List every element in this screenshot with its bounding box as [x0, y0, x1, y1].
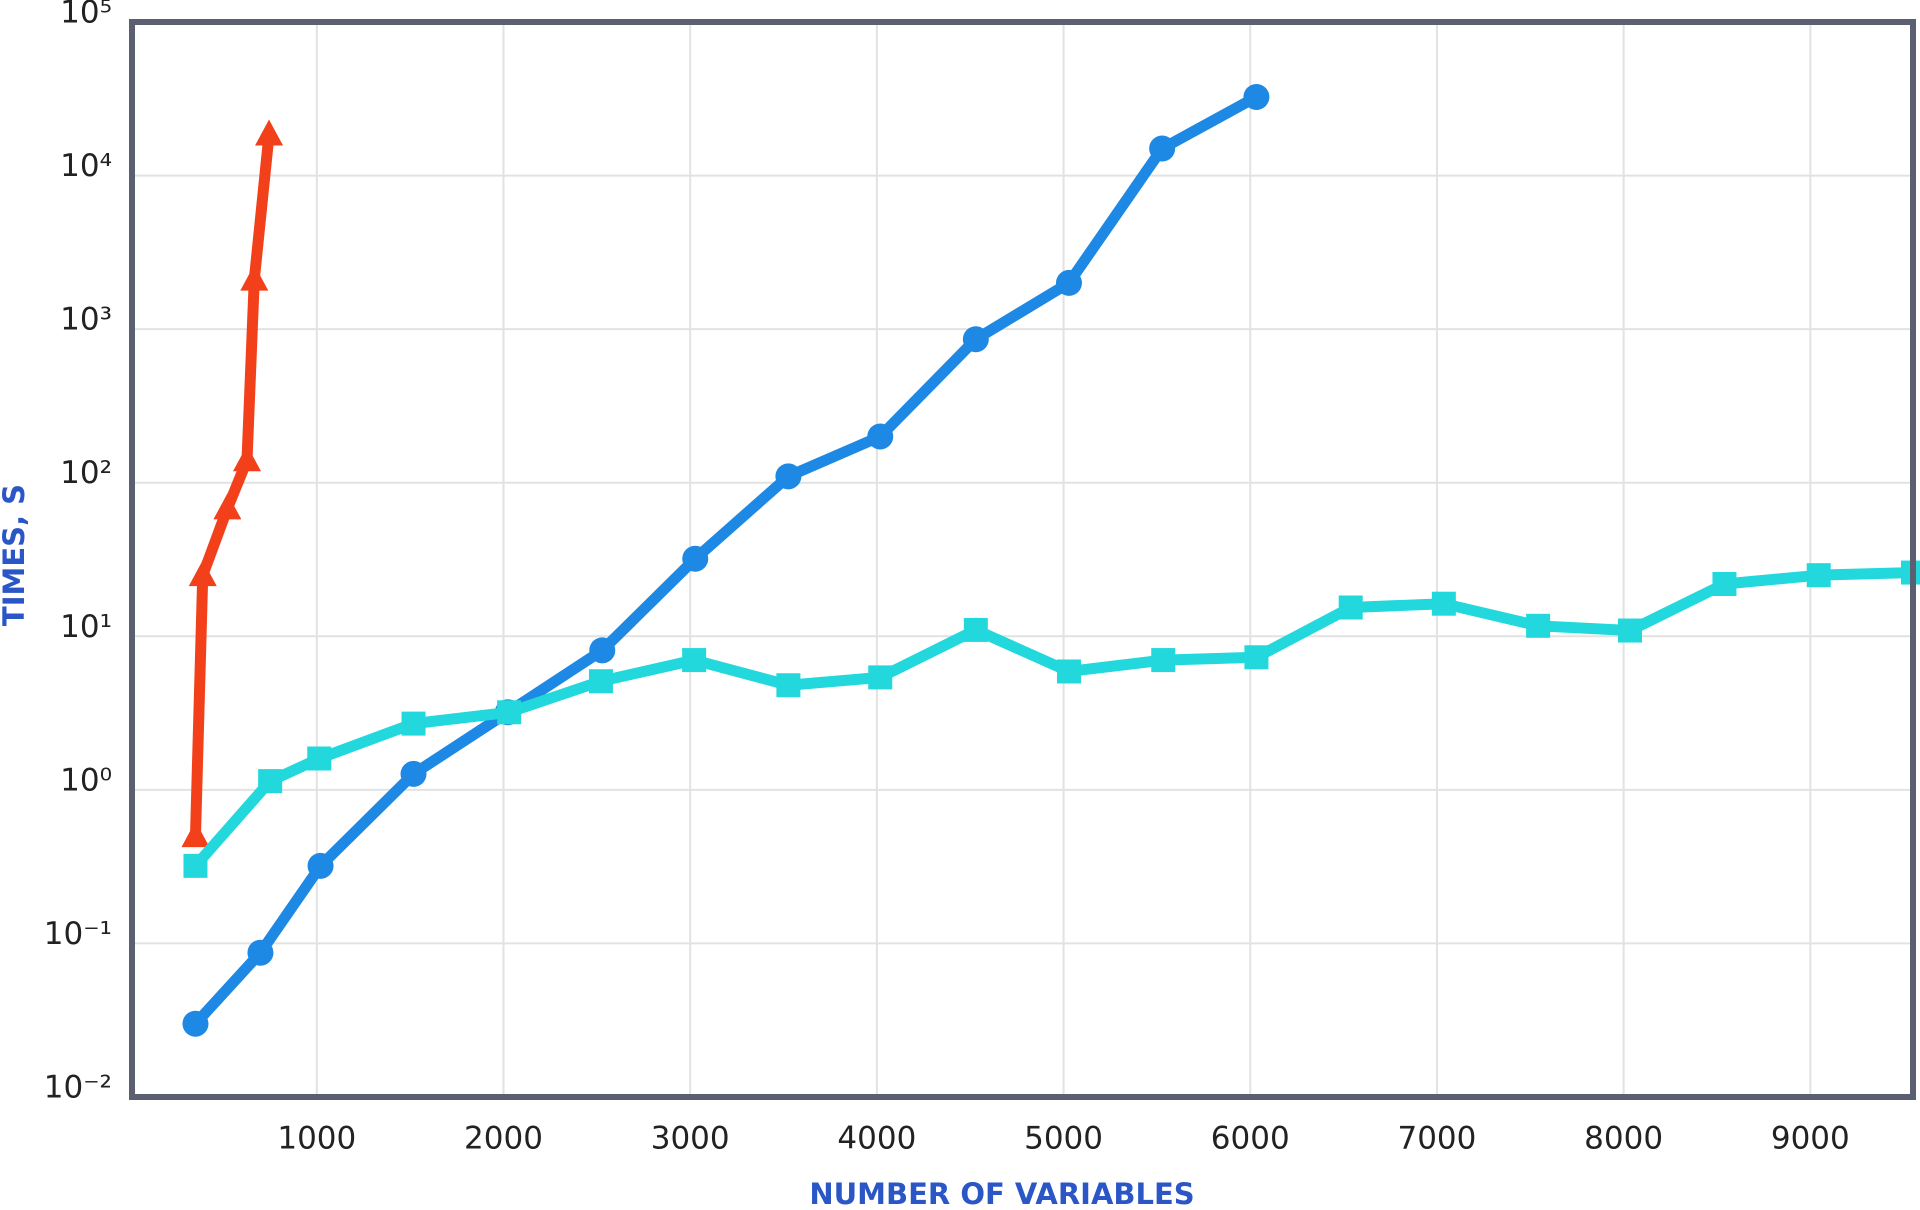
- square-marker: [1712, 572, 1737, 597]
- square-marker: [963, 617, 988, 642]
- square-marker: [1338, 595, 1363, 620]
- triangle-marker: [188, 560, 217, 587]
- series-line: [191, 567, 1914, 870]
- triangle-marker: [232, 445, 261, 472]
- square-marker: [258, 769, 283, 794]
- circle-marker: [1243, 83, 1270, 110]
- square-marker: [682, 648, 707, 673]
- triangle-marker: [213, 493, 242, 520]
- x-tick-label: 8000: [1584, 1121, 1663, 1157]
- y-axis-title: TIMES, S: [0, 484, 31, 626]
- circle-marker: [400, 760, 427, 787]
- y-tick-label: 10⁵: [60, 0, 112, 31]
- triangle-marker: [181, 821, 210, 848]
- circle-marker: [1055, 269, 1082, 296]
- triangle-marker: [255, 119, 284, 146]
- circle-marker: [775, 463, 802, 490]
- square-marker: [1617, 618, 1642, 643]
- x-tick-label: 7000: [1397, 1121, 1476, 1157]
- x-tick-label: 9000: [1771, 1121, 1850, 1157]
- x-axis-title: NUMBER OF VARIABLES: [809, 1177, 1194, 1210]
- triangle-marker: [240, 264, 269, 291]
- square-marker: [776, 673, 801, 698]
- square-marker: [868, 665, 893, 690]
- series-line: [189, 133, 275, 837]
- square-marker: [1806, 563, 1831, 588]
- y-tick-label: 10²: [60, 455, 112, 491]
- y-tick-label: 10⁴: [60, 148, 112, 184]
- square-marker: [588, 669, 613, 694]
- x-tick-label: 5000: [1024, 1121, 1103, 1157]
- x-tick-label: 4000: [837, 1121, 916, 1157]
- square-marker: [1244, 645, 1269, 670]
- circle-marker: [867, 423, 894, 450]
- square-marker: [1151, 648, 1176, 673]
- square-marker: [183, 853, 208, 878]
- square-marker: [401, 711, 426, 736]
- x-tick-label: 3000: [651, 1121, 730, 1157]
- circle-marker: [682, 545, 709, 572]
- x-tick-label: 2000: [464, 1121, 543, 1157]
- y-tick-label: 10³: [60, 302, 112, 338]
- square-marker: [307, 746, 332, 771]
- y-tick-label: 10¹: [60, 609, 112, 645]
- square-marker: [1056, 659, 1081, 684]
- circle-marker: [307, 852, 334, 879]
- circle-marker: [589, 637, 616, 664]
- circle-marker: [182, 1010, 209, 1037]
- circle-marker: [247, 939, 274, 966]
- y-tick-label: 10⁰: [60, 762, 112, 798]
- x-tick-label: 6000: [1211, 1121, 1290, 1157]
- circle-marker: [1149, 135, 1176, 162]
- plot-frame: [129, 19, 1916, 1100]
- plot-background: [132, 22, 1913, 1097]
- y-tick-label: 10⁻²: [44, 1070, 112, 1106]
- square-marker: [497, 700, 522, 725]
- y-tick-label: 10⁻¹: [44, 916, 112, 952]
- circle-marker: [962, 326, 989, 353]
- square-marker: [1526, 613, 1551, 638]
- square-marker: [1431, 591, 1456, 616]
- x-tick-label: 1000: [277, 1121, 356, 1157]
